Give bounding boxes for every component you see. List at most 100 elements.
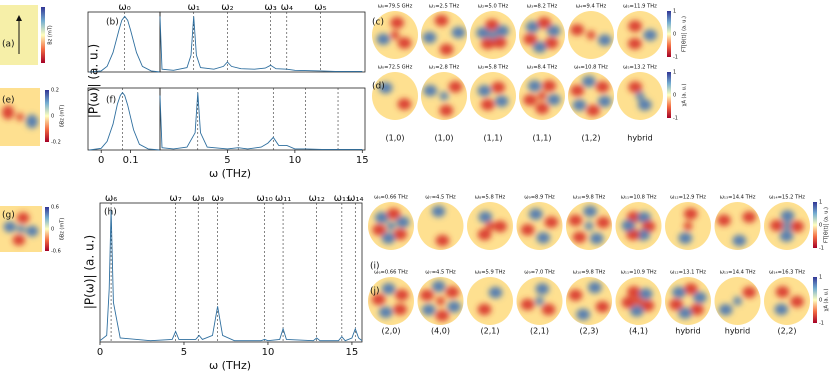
colorbar bbox=[45, 90, 49, 142]
map-lobe bbox=[769, 219, 784, 232]
map-lobes bbox=[570, 75, 612, 117]
colorbar bbox=[667, 72, 671, 118]
map-lobe bbox=[626, 228, 640, 241]
map-lobe bbox=[525, 21, 540, 33]
map-lobe bbox=[541, 303, 556, 316]
panel-label: (f) bbox=[106, 96, 116, 106]
map-core bbox=[386, 221, 396, 231]
map-lobes bbox=[431, 205, 450, 247]
mode-frequency: ω₅=13.2 THz bbox=[623, 65, 657, 71]
map-lobes bbox=[376, 17, 412, 49]
colorbar-tick: 1 bbox=[819, 200, 822, 206]
map-lobe bbox=[12, 234, 26, 246]
map-lobes bbox=[477, 211, 508, 241]
x-tick-label: 15 bbox=[356, 155, 369, 166]
map-lobe bbox=[568, 214, 583, 227]
mode-index: (2,0) bbox=[382, 327, 401, 336]
colorbar-tick: 0.2 bbox=[51, 88, 59, 94]
colorbar-tick: 0 bbox=[673, 32, 676, 38]
panel-label: (g) bbox=[2, 211, 15, 221]
map-lobe bbox=[576, 308, 591, 321]
map-lobe bbox=[476, 27, 491, 39]
mode-map bbox=[0, 88, 40, 146]
y-axis-label: |P(ω)| (a. u.) bbox=[87, 44, 101, 118]
colorbar-tick: 0 bbox=[819, 298, 822, 304]
map-lobe bbox=[523, 94, 538, 106]
colorbar-tick: 0 bbox=[819, 223, 822, 229]
mode-map bbox=[665, 277, 711, 325]
panel-label: (b) bbox=[106, 18, 119, 28]
peak-label: ω₄ bbox=[281, 2, 293, 13]
map-core bbox=[586, 30, 596, 40]
map-lobe bbox=[381, 232, 396, 244]
peak-label: ω₁₀ bbox=[256, 193, 272, 204]
map-core bbox=[390, 30, 400, 40]
map-lobe bbox=[374, 211, 389, 224]
map-lobe bbox=[572, 231, 587, 243]
mode-frequency: ω₁₀=9.8 THz bbox=[573, 270, 606, 276]
colorbar-tick: -1 bbox=[673, 55, 678, 61]
map-core bbox=[633, 296, 644, 306]
mode-index: hybrid bbox=[627, 134, 652, 143]
map-lobe bbox=[570, 84, 585, 97]
mode-frequency: ω₉=8.9 THz bbox=[524, 195, 555, 201]
map-lobes bbox=[627, 20, 658, 50]
colorbar-tick: -1 bbox=[673, 116, 678, 122]
map-lobe bbox=[683, 208, 698, 220]
map-lobe bbox=[491, 81, 506, 94]
map-lobe bbox=[371, 293, 386, 306]
map-lobe bbox=[420, 289, 434, 301]
map-lobes bbox=[423, 81, 463, 117]
peak-label: ω₁₃ bbox=[334, 193, 350, 204]
map-lobe bbox=[774, 303, 789, 316]
colorbar-tick: -1 bbox=[819, 246, 824, 252]
mode-map bbox=[470, 11, 516, 59]
mode-index: (1,2) bbox=[582, 134, 601, 143]
peak-label: ω₁₂ bbox=[308, 193, 324, 204]
map-core bbox=[534, 296, 545, 306]
map-lobes bbox=[621, 286, 655, 317]
panel-label: (j) bbox=[370, 287, 380, 297]
x-tick-label: 5 bbox=[181, 347, 187, 358]
map-lobe bbox=[637, 211, 651, 224]
mode-map bbox=[467, 277, 513, 325]
map-core bbox=[683, 221, 693, 231]
mode-index: (2,2) bbox=[778, 327, 797, 336]
map-lobe bbox=[535, 283, 550, 295]
map-lobe bbox=[480, 98, 495, 111]
map-lobe bbox=[684, 283, 698, 295]
map-lobe bbox=[527, 80, 542, 92]
mode-map bbox=[516, 202, 563, 250]
map-lobe bbox=[790, 295, 804, 308]
map-lobe bbox=[546, 25, 561, 37]
map-lobes bbox=[378, 82, 412, 110]
map-lobe bbox=[678, 232, 693, 244]
mode-frequency: ω₂=5.0 THz bbox=[478, 4, 509, 10]
map-lobe bbox=[532, 41, 547, 53]
map-lobe bbox=[544, 37, 559, 49]
map-lobe bbox=[597, 34, 612, 46]
map-lobe bbox=[537, 17, 552, 29]
map-core bbox=[782, 221, 792, 231]
map-lobe bbox=[678, 307, 692, 319]
map-lobe bbox=[595, 81, 610, 93]
map-lobe bbox=[485, 19, 499, 31]
axes-frame bbox=[99, 202, 363, 343]
mode-frequency: ω₁₂=13.1 THz bbox=[670, 270, 706, 276]
map-lobe bbox=[669, 298, 683, 311]
spectrum-line bbox=[159, 92, 363, 150]
peak-label: ω₈ bbox=[192, 193, 204, 204]
map-lobes bbox=[568, 281, 610, 321]
colorbar-tick: 1 bbox=[673, 9, 676, 15]
map-lobes bbox=[422, 14, 466, 56]
colorbar-label: χA (a. u.) bbox=[682, 84, 688, 107]
x-tick-label: 10 bbox=[289, 155, 302, 166]
map-lobe bbox=[627, 286, 641, 298]
mode-frequency: ω₅=11.9 THz bbox=[623, 4, 657, 10]
map-lobe bbox=[586, 104, 601, 117]
mode-index: (1,0) bbox=[386, 134, 405, 143]
map-lobe bbox=[627, 37, 642, 50]
mode-map bbox=[421, 11, 467, 59]
x-tick-label: 5 bbox=[224, 155, 230, 166]
x-tick-label: 15 bbox=[346, 347, 359, 358]
